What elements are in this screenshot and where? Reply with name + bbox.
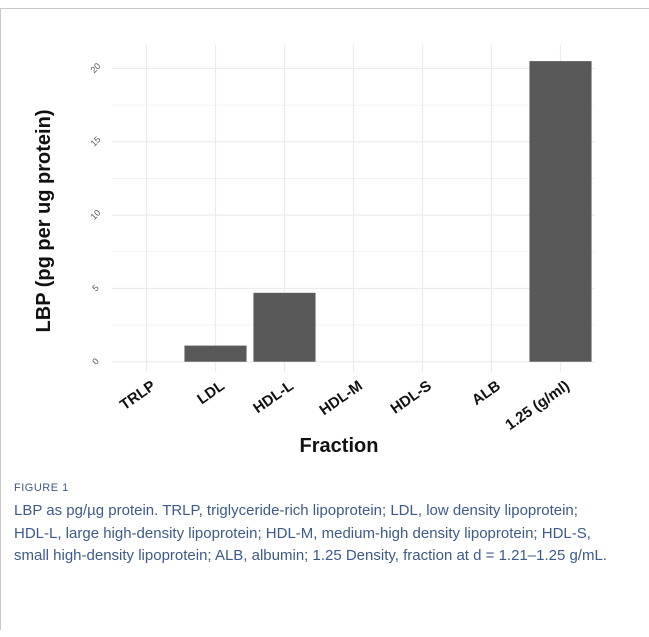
x-tick-label: 1.25 (g/ml) xyxy=(502,377,573,433)
y-tick-label: 0 xyxy=(90,356,101,367)
bar-ldl xyxy=(184,345,247,362)
bar-hdl-l xyxy=(253,292,316,362)
x-tick-label: HDL-M xyxy=(316,377,365,419)
y-tick-label: 20 xyxy=(88,61,102,75)
y-tick-labels: 0 5 10 15 20 xyxy=(88,61,102,367)
figure-caption: LBP as pg/µg protein. TRLP, triglyceride… xyxy=(14,502,607,564)
y-tick-label: 10 xyxy=(88,208,102,222)
figure-label: FIGURE 1 xyxy=(14,482,69,494)
x-tick-label: HDL-S xyxy=(388,377,435,417)
x-tick-label: TRLP xyxy=(117,377,159,413)
y-axis-label: LBP (pg per ug protein) xyxy=(33,110,55,333)
figure-left-rule xyxy=(0,8,1,630)
y-tick-label: 5 xyxy=(90,283,101,294)
bars xyxy=(184,61,592,362)
x-tick-label: HDL-L xyxy=(250,377,297,417)
grid-lines xyxy=(112,45,595,372)
bar-1-25-g-ml xyxy=(529,61,592,362)
x-tick-label: LDL xyxy=(194,377,228,408)
y-tick-label: 15 xyxy=(88,134,102,148)
figure-top-rule xyxy=(0,8,649,9)
x-axis-label: Fraction xyxy=(300,435,379,457)
x-tick-label: ALB xyxy=(469,377,504,409)
